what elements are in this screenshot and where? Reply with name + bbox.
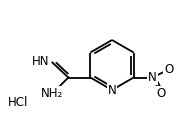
Text: O: O	[156, 87, 165, 100]
Text: HN: HN	[32, 55, 49, 68]
Text: N: N	[108, 84, 116, 96]
Text: N: N	[148, 71, 157, 84]
Text: O: O	[164, 63, 173, 76]
Text: NH₂: NH₂	[41, 87, 63, 100]
Text: HCl: HCl	[8, 96, 28, 108]
